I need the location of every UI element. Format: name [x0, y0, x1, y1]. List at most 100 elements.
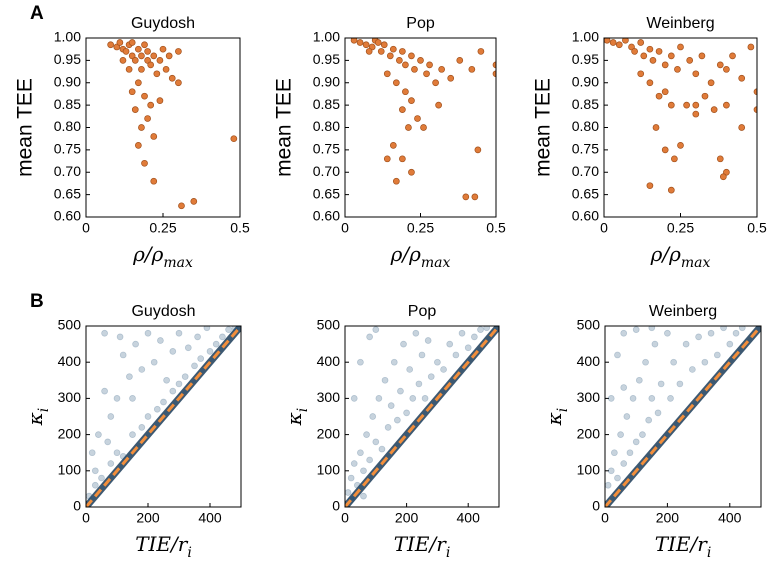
point — [677, 142, 684, 149]
point — [716, 61, 724, 69]
point — [383, 70, 391, 78]
point — [366, 456, 373, 464]
point — [122, 48, 130, 55]
point — [716, 155, 724, 163]
point — [447, 74, 455, 82]
x-tick-label: 400 — [198, 510, 222, 526]
point — [138, 65, 145, 73]
point — [474, 146, 482, 154]
point — [138, 124, 145, 131]
point — [607, 467, 615, 475]
y-tick-label: 1.00 — [313, 29, 340, 45]
point — [471, 333, 478, 341]
point — [649, 57, 657, 64]
point — [628, 43, 635, 51]
point — [620, 460, 628, 467]
point — [191, 362, 198, 370]
point — [107, 41, 114, 49]
point — [119, 452, 127, 460]
axes-frame — [344, 325, 500, 508]
point — [101, 329, 108, 337]
point — [360, 467, 367, 475]
point — [692, 70, 700, 78]
point — [471, 193, 479, 201]
y-axis-label-sub: i — [295, 408, 311, 412]
point — [378, 445, 386, 453]
diagonal-line — [86, 326, 241, 507]
point — [347, 474, 355, 482]
point — [632, 438, 640, 446]
point — [670, 358, 677, 366]
x-axis-label-main: TIE/r — [135, 532, 189, 556]
point — [113, 449, 121, 457]
point — [620, 384, 628, 391]
point — [399, 106, 406, 113]
point — [377, 48, 385, 55]
point — [713, 351, 721, 359]
point — [609, 39, 617, 46]
y-tick-label: 0.60 — [313, 208, 340, 224]
x-tick-label: 0 — [82, 220, 90, 236]
y-tick-label: 0.75 — [313, 141, 340, 157]
point — [350, 460, 358, 467]
panel-title: Pop — [408, 303, 437, 320]
point — [405, 124, 412, 131]
x-axis-label: TIE/ri — [135, 532, 192, 562]
x-tick-label: 200 — [656, 510, 680, 526]
x-axis-label-sub: i — [707, 545, 711, 561]
x-tick-label: 0 — [82, 510, 90, 526]
point — [386, 52, 394, 60]
point — [667, 186, 675, 194]
x-axis-label-sub: max — [163, 255, 193, 271]
point — [623, 413, 631, 420]
y-tick-label: 500 — [577, 317, 601, 333]
point — [374, 39, 382, 46]
point — [150, 133, 158, 140]
point — [194, 333, 201, 341]
point — [674, 65, 681, 73]
point — [492, 70, 496, 78]
point — [212, 340, 220, 348]
point — [197, 355, 205, 362]
point — [432, 79, 439, 87]
y-axis-label: κi — [23, 408, 53, 427]
point — [723, 168, 730, 176]
y-tick-label: 1.00 — [572, 29, 599, 45]
y-axis-label-main: κ — [23, 412, 47, 426]
point — [141, 159, 148, 167]
point — [415, 380, 423, 388]
point — [138, 366, 146, 373]
point — [738, 326, 746, 332]
y-tick-label: 0.60 — [572, 208, 599, 224]
point — [692, 101, 700, 109]
point — [639, 431, 646, 438]
point — [230, 135, 238, 143]
point — [452, 351, 460, 359]
point — [677, 43, 684, 51]
point — [682, 340, 690, 348]
y-axis-label-sub: i — [36, 408, 52, 412]
point — [683, 101, 690, 109]
y-axis-label: mean TEE — [14, 78, 37, 177]
point — [738, 124, 746, 131]
point — [423, 70, 430, 78]
point — [147, 61, 155, 69]
point — [427, 373, 435, 381]
point — [147, 101, 155, 109]
point — [131, 57, 139, 64]
point — [637, 39, 645, 46]
y-tick-label: 300 — [58, 389, 82, 405]
point — [468, 65, 476, 73]
point — [635, 376, 643, 384]
point — [707, 329, 715, 337]
point — [381, 376, 389, 384]
y-axis-label: mean TEE — [532, 78, 555, 177]
x-axis-label: ρ/ρmax — [390, 242, 451, 272]
y-tick-label: 0.70 — [313, 163, 340, 179]
y-tick-label: 500 — [317, 317, 341, 333]
point — [165, 52, 173, 60]
point — [655, 48, 663, 55]
point — [91, 467, 99, 475]
axes-frame — [85, 37, 241, 218]
